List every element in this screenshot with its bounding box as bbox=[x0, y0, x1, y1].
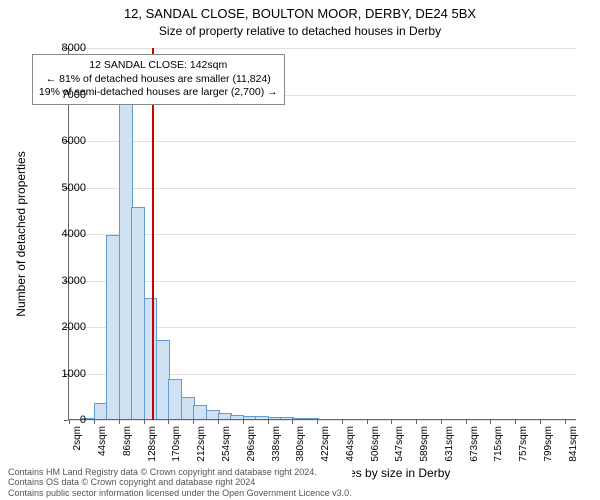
x-tick bbox=[416, 420, 417, 424]
x-tick-label: 254sqm bbox=[221, 426, 232, 462]
footer-line: Contains OS data © Crown copyright and d… bbox=[8, 477, 352, 487]
x-tick bbox=[515, 420, 516, 424]
x-tick-label: 44sqm bbox=[97, 426, 108, 456]
x-tick bbox=[466, 420, 467, 424]
x-tick-label: 547sqm bbox=[394, 426, 405, 462]
y-tick-label: 5000 bbox=[46, 182, 86, 194]
callout-line: 12 SANDAL CLOSE: 142sqm bbox=[39, 59, 278, 73]
gridline bbox=[68, 48, 576, 49]
x-tick-label: 464sqm bbox=[345, 426, 356, 462]
x-tick-label: 715sqm bbox=[493, 426, 504, 462]
x-tick bbox=[168, 420, 169, 424]
histogram-chart: 2sqm44sqm86sqm128sqm170sqm212sqm254sqm29… bbox=[68, 48, 576, 420]
x-tick-label: 422sqm bbox=[320, 426, 331, 462]
x-tick bbox=[193, 420, 194, 424]
x-tick-label: 506sqm bbox=[370, 426, 381, 462]
y-tick-label: 7000 bbox=[46, 89, 86, 101]
x-tick bbox=[317, 420, 318, 424]
x-tick-label: 589sqm bbox=[419, 426, 430, 462]
x-tick bbox=[144, 420, 145, 424]
chart-title: 12, SANDAL CLOSE, BOULTON MOOR, DERBY, D… bbox=[0, 6, 600, 21]
x-tick bbox=[540, 420, 541, 424]
x-tick bbox=[342, 420, 343, 424]
y-tick-label: 0 bbox=[46, 414, 86, 426]
callout-line: ← 81% of detached houses are smaller (11… bbox=[39, 73, 278, 87]
x-tick-label: 757sqm bbox=[518, 426, 529, 462]
y-tick-label: 6000 bbox=[46, 135, 86, 147]
x-tick bbox=[367, 420, 368, 424]
x-tick-label: 338sqm bbox=[271, 426, 282, 462]
x-tick-label: 673sqm bbox=[469, 426, 480, 462]
x-tick bbox=[94, 420, 95, 424]
x-tick-label: 799sqm bbox=[543, 426, 554, 462]
x-tick-label: 296sqm bbox=[246, 426, 257, 462]
x-tick bbox=[490, 420, 491, 424]
gridline bbox=[68, 141, 576, 142]
y-tick-label: 8000 bbox=[46, 42, 86, 54]
x-tick-label: 212sqm bbox=[196, 426, 207, 462]
y-tick-label: 3000 bbox=[46, 275, 86, 287]
chart-subtitle: Size of property relative to detached ho… bbox=[0, 24, 600, 38]
x-tick-label: 170sqm bbox=[171, 426, 182, 462]
x-tick-label: 86sqm bbox=[122, 426, 133, 456]
y-tick-label: 1000 bbox=[46, 368, 86, 380]
footer-line: Contains HM Land Registry data © Crown c… bbox=[8, 467, 352, 477]
x-tick-label: 380sqm bbox=[295, 426, 306, 462]
x-tick bbox=[565, 420, 566, 424]
y-tick-label: 2000 bbox=[46, 321, 86, 333]
gridline bbox=[68, 188, 576, 189]
x-tick bbox=[441, 420, 442, 424]
x-tick bbox=[292, 420, 293, 424]
x-tick bbox=[218, 420, 219, 424]
attribution-footer: Contains HM Land Registry data © Crown c… bbox=[8, 467, 352, 498]
y-axis-label: Number of detached properties bbox=[14, 48, 28, 420]
x-tick bbox=[268, 420, 269, 424]
x-tick bbox=[243, 420, 244, 424]
x-tick-label: 841sqm bbox=[568, 426, 579, 462]
x-tick-label: 631sqm bbox=[444, 426, 455, 462]
x-tick bbox=[119, 420, 120, 424]
x-tick-label: 128sqm bbox=[147, 426, 158, 462]
x-tick-label: 2sqm bbox=[72, 426, 83, 450]
x-tick bbox=[391, 420, 392, 424]
footer-line: Contains public sector information licen… bbox=[8, 488, 352, 498]
y-tick-label: 4000 bbox=[46, 228, 86, 240]
